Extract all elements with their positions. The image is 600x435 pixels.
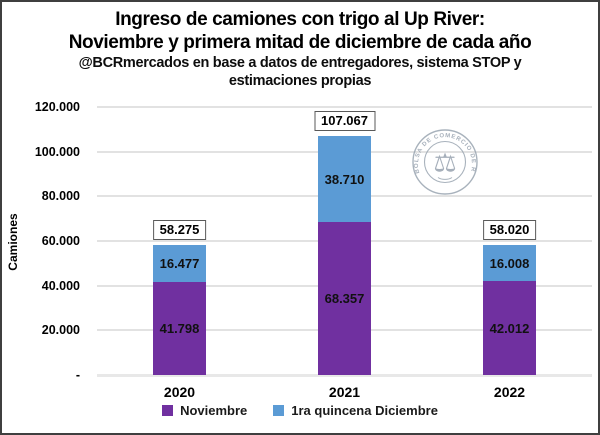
bar-segment-noviembre: 41.798 bbox=[153, 281, 206, 375]
chart-legend: Noviembre 1ra quincena Diciembre bbox=[2, 403, 598, 418]
segment-value-label: 41.798 bbox=[159, 320, 200, 336]
total-value-label: 58.275 bbox=[152, 219, 207, 240]
bar-segment-noviembre: 68.357 bbox=[318, 222, 371, 375]
segment-value-label: 42.012 bbox=[489, 320, 530, 336]
segment-value-label: 38.710 bbox=[324, 171, 365, 187]
gridline bbox=[97, 374, 592, 377]
legend-label: 1ra quincena Diciembre bbox=[291, 403, 438, 418]
chart-subtitle-line1: @BCRmercados en base a datos de entregad… bbox=[78, 55, 522, 71]
y-tick-label: 60.000 bbox=[41, 234, 80, 248]
legend-item: Noviembre bbox=[162, 403, 247, 418]
x-axis-category-label: 2021 bbox=[328, 384, 361, 400]
y-tick-label: 20.000 bbox=[41, 323, 80, 338]
chart-header: Ingreso de camiones con trigo al Up Rive… bbox=[2, 8, 598, 90]
x-axis-category-label: 2022 bbox=[493, 384, 526, 400]
chart-subtitle-line2: estimaciones propias bbox=[228, 73, 372, 89]
y-tick-label: 100.000 bbox=[34, 144, 80, 159]
chart-title-line2: Noviembre y primera mitad de diciembre d… bbox=[68, 32, 532, 53]
bar-segment-1ra-quincena-diciembre: 38.710 bbox=[318, 135, 371, 223]
x-axis-category-label: 2020 bbox=[163, 384, 196, 400]
y-tick-label: 80.000 bbox=[41, 189, 80, 204]
segment-value-label: 68.357 bbox=[324, 291, 365, 307]
bar-segment-noviembre: 42.012 bbox=[483, 281, 536, 375]
legend-swatch-icon bbox=[162, 405, 174, 416]
y-tick-label: 120.000 bbox=[34, 100, 80, 114]
total-value-label: 107.067 bbox=[314, 110, 375, 131]
legend-item: 1ra quincena Diciembre bbox=[273, 403, 438, 418]
scales-icon: ⚖ bbox=[433, 148, 456, 178]
bcr-seal-watermark-icon: BOLSA DE COMERCIO DE ROSARIO ⚖ bbox=[412, 129, 478, 195]
bar-segment-1ra-quincena-diciembre: 16.008 bbox=[483, 245, 536, 282]
segment-value-label: 16.477 bbox=[159, 255, 200, 271]
y-tick-label: 40.000 bbox=[41, 278, 80, 293]
legend-label: Noviembre bbox=[180, 403, 248, 418]
gridline bbox=[97, 106, 592, 108]
bar-segment-1ra-quincena-diciembre: 16.477 bbox=[153, 244, 206, 282]
segment-value-label: 16.008 bbox=[489, 255, 530, 271]
chart-title-line1: Ingreso de camiones con trigo al Up Rive… bbox=[115, 9, 485, 30]
legend-swatch-icon bbox=[273, 405, 285, 416]
total-value-label: 58.020 bbox=[482, 220, 537, 241]
y-tick-label: - bbox=[75, 368, 80, 382]
